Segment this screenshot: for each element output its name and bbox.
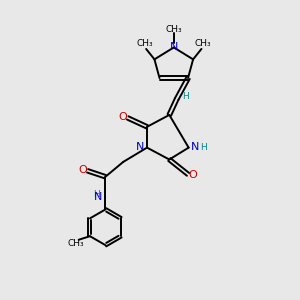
Text: H: H bbox=[200, 142, 207, 152]
Text: O: O bbox=[118, 112, 127, 122]
Text: H: H bbox=[182, 92, 189, 101]
Text: O: O bbox=[188, 170, 197, 180]
Text: N: N bbox=[169, 43, 178, 52]
Text: H: H bbox=[93, 190, 100, 199]
Text: N: N bbox=[191, 142, 200, 152]
Text: N: N bbox=[94, 192, 102, 202]
Text: CH₃: CH₃ bbox=[195, 39, 211, 48]
Text: CH₃: CH₃ bbox=[136, 39, 153, 48]
Text: CH₃: CH₃ bbox=[166, 25, 182, 34]
Text: N: N bbox=[136, 142, 144, 152]
Text: O: O bbox=[79, 165, 87, 175]
Text: CH₃: CH₃ bbox=[68, 239, 85, 248]
